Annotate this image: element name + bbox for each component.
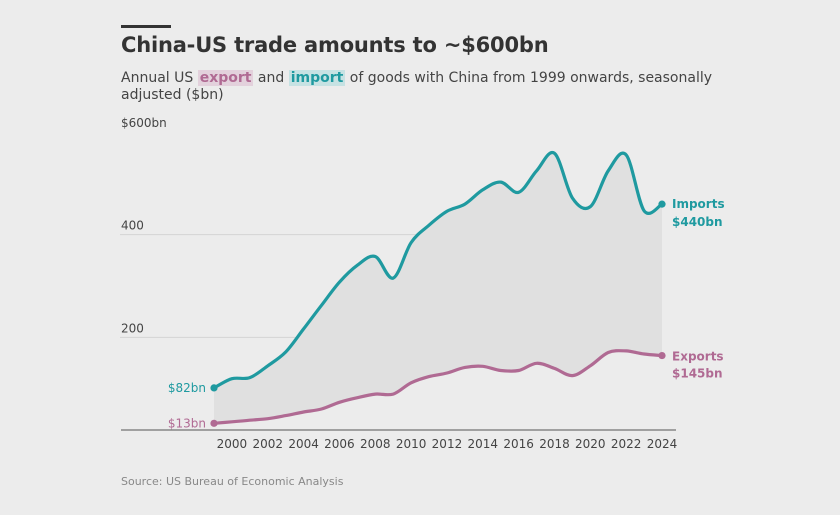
y-axis-ticks: $600bn 400 200 bbox=[121, 116, 167, 335]
x-tick-2018: 2018 bbox=[539, 437, 570, 451]
x-axis-ticks: 2000 2002 2004 2006 2008 2010 2012 2014 2016 2018… bbox=[217, 437, 678, 451]
imports-end-value: $440bn bbox=[672, 215, 723, 229]
imports-end-name: Imports bbox=[672, 197, 725, 211]
x-tick-2020: 2020 bbox=[575, 437, 606, 451]
x-tick-2024: 2024 bbox=[647, 437, 678, 451]
subtitle-import-highlight: import bbox=[288, 70, 346, 86]
chart-subtitle: Annual US export and import of goods wit… bbox=[121, 70, 731, 104]
x-tick-2010: 2010 bbox=[396, 437, 427, 451]
imports-end-marker bbox=[658, 200, 666, 208]
x-tick-2002: 2002 bbox=[252, 437, 283, 451]
subtitle-export-highlight: export bbox=[197, 70, 254, 86]
subtitle-text-lead: Annual US bbox=[121, 70, 198, 86]
source-note: Source: US Bureau of Economic Analysis bbox=[121, 475, 344, 488]
x-tick-2008: 2008 bbox=[360, 437, 391, 451]
x-tick-2006: 2006 bbox=[324, 437, 355, 451]
x-tick-2016: 2016 bbox=[503, 437, 534, 451]
x-tick-2014: 2014 bbox=[468, 437, 499, 451]
y-tick-600: $600bn bbox=[121, 116, 167, 130]
y-tick-400: 400 bbox=[121, 219, 144, 233]
exports-start-value: $13bn bbox=[168, 416, 206, 430]
imports-line bbox=[212, 150, 664, 390]
x-tick-2000: 2000 bbox=[217, 437, 248, 451]
x-tick-2004: 2004 bbox=[288, 437, 319, 451]
exports-end-value: $145bn bbox=[672, 367, 723, 381]
y-tick-200: 200 bbox=[121, 321, 144, 335]
subtitle-text-and: and bbox=[253, 70, 289, 86]
exports-start-marker bbox=[210, 419, 218, 427]
subtitle-text-rest: of goods with China from 1999 onwards, s… bbox=[121, 70, 713, 103]
exports-line bbox=[212, 349, 664, 425]
x-tick-2012: 2012 bbox=[432, 437, 463, 451]
title-accent-rule bbox=[121, 25, 171, 28]
imports-start-value: $82bn bbox=[168, 381, 206, 395]
exports-end-name: Exports bbox=[672, 350, 724, 364]
imports-start-marker bbox=[210, 384, 218, 392]
exports-end-marker bbox=[658, 351, 666, 360]
x-tick-2022: 2022 bbox=[611, 437, 642, 451]
area-between-series bbox=[214, 152, 662, 424]
series-labels: Imports $440bn Exports $145bn $82bn $13bn bbox=[168, 197, 725, 430]
chart-title: China-US trade amounts to ~$600bn bbox=[121, 33, 549, 57]
series-markers bbox=[210, 200, 666, 427]
